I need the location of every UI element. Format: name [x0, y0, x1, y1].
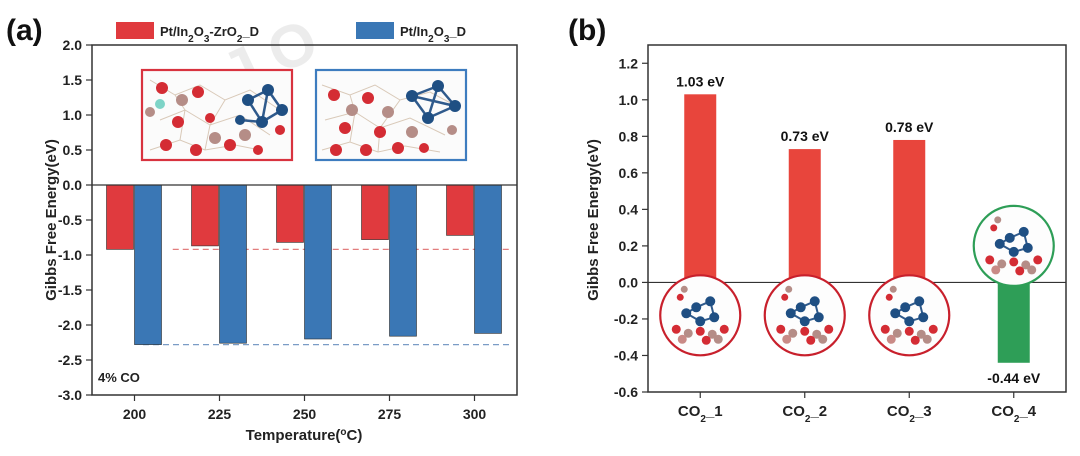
x-tick-label: 200: [123, 406, 147, 422]
x-tick-label: 300: [463, 406, 487, 422]
x-tick-label-co2_2: CO2_2: [782, 403, 827, 425]
y-tick-label: 0.4: [619, 201, 639, 217]
y-tick-label: 2.0: [63, 37, 83, 53]
y-tick-label: 0.2: [619, 238, 639, 254]
y-axis-b: 1.2 1.0 0.8 0.6 0.4 0.2 0.0 -0.2 -0.4 -0.6: [614, 55, 648, 400]
y-tick-label: 0.0: [619, 274, 639, 290]
bar-in2o3-225: [219, 184, 247, 344]
legend-swatch-series-2: [356, 22, 394, 39]
panel-b-label: (b): [568, 14, 606, 47]
y-tick-label: 1.0: [63, 107, 83, 123]
bar-zro2-300: [446, 184, 474, 236]
inset-structure-2: [314, 68, 468, 162]
bar-co2_1: [684, 94, 717, 283]
y-tick-label: 0.6: [619, 165, 639, 181]
panel-a: (a) Pt/In2O3-ZrO2_D Pt/In2O3_D 2.0 1.5 1.0…: [6, 14, 518, 445]
bar-in2o3-300: [474, 184, 502, 334]
y-tick-label: -0.4: [614, 347, 638, 363]
bar-zro2-250: [276, 184, 304, 243]
y-tick-label: 0.8: [619, 128, 639, 144]
x-tick-label: 275: [378, 406, 402, 422]
y-axis-title-a: Gibbs Free Energy(eV): [43, 139, 60, 301]
bar-co2_3: [893, 139, 926, 283]
y-tick-label: -0.2: [614, 311, 638, 327]
data-label-co2_1: 1.03 eV: [676, 73, 725, 89]
x-axis-b: CO2_1 CO2_2 CO2_3 CO2_4: [678, 392, 1037, 425]
panel-b: (b) 1.2 1.0 0.8 0.6 0.4 0.2 0.0 -0.2 -0.4 -0.6 CO…: [568, 14, 1067, 425]
y-tick-label: -1.5: [58, 282, 82, 298]
data-labels-b: 1.03 eV 0.73 eV 0.78 eV -0.44 eV: [676, 73, 1041, 385]
y-tick-label: -0.5: [58, 212, 82, 228]
bar-co2_2: [788, 149, 821, 283]
x-tick-label-co2_3: CO2_3: [887, 403, 932, 425]
inset-structure-1: [140, 68, 294, 162]
panel-a-label: (a): [6, 14, 43, 47]
legend-label-series-1: Pt/In2O3-ZrO2_D: [160, 24, 259, 45]
bar-zro2-225: [191, 184, 219, 247]
data-label-co2_2: 0.73 eV: [781, 128, 830, 144]
y-tick-label: 0.0: [63, 177, 83, 193]
y-tick-label: -1.0: [58, 247, 82, 263]
annotation-4pct-co: 4% CO: [98, 370, 140, 385]
y-tick-label: 1.5: [63, 72, 83, 88]
y-tick-label: -3.0: [58, 387, 82, 403]
y-tick-label: -2.5: [58, 352, 82, 368]
inset-structure-co2_1: [659, 274, 742, 357]
inset-structure-co2_2: [763, 274, 846, 357]
x-tick-label-co2_1: CO2_1: [678, 403, 723, 425]
x-axis-title-a: Temperature(oC): [246, 427, 363, 445]
bar-zro2-275: [361, 184, 389, 240]
reference-lines-a: [143, 248, 511, 346]
legend-label-series-2: Pt/In2O3_D: [400, 24, 466, 45]
x-tick-label-co2_4: CO2_4: [991, 403, 1036, 425]
y-tick-label: 0.5: [63, 142, 83, 158]
bars-b: [684, 94, 1030, 363]
y-tick-label: 1.2: [619, 55, 639, 71]
bar-in2o3-200: [134, 184, 162, 345]
y-axis-title-b: Gibbs Free Energy(eV): [585, 139, 602, 301]
data-label-co2_3: 0.78 eV: [885, 119, 934, 135]
data-label-co2_4: -0.44 eV: [987, 370, 1041, 386]
x-tick-label: 225: [208, 406, 232, 422]
bar-co2_4: [997, 282, 1030, 363]
plot-frame-b: [647, 44, 1067, 393]
legend-swatch-series-1: [116, 22, 154, 39]
bar-zro2-200: [106, 184, 134, 250]
x-tick-label: 250: [293, 406, 317, 422]
y-tick-label: -0.6: [614, 384, 638, 400]
legend-a: Pt/In2O3-ZrO2_D Pt/In2O3_D: [116, 22, 466, 45]
x-axis-a: 200 225 250 275 300: [123, 395, 487, 422]
y-tick-label: -2.0: [58, 317, 82, 333]
y-tick-label: 1.0: [619, 92, 639, 108]
bar-in2o3-250: [304, 184, 332, 340]
bar-in2o3-275: [389, 184, 417, 337]
inset-structures-b: [659, 204, 1055, 357]
y-axis-a: 2.0 1.5 1.0 0.5 0.0 -0.5 -1.0 -1.5 -2.0 -2.5 -3.0: [58, 37, 92, 403]
inset-structure-co2_3: [868, 274, 951, 357]
inset-structure-co2_4: [972, 204, 1055, 287]
bars-a: [106, 184, 502, 345]
